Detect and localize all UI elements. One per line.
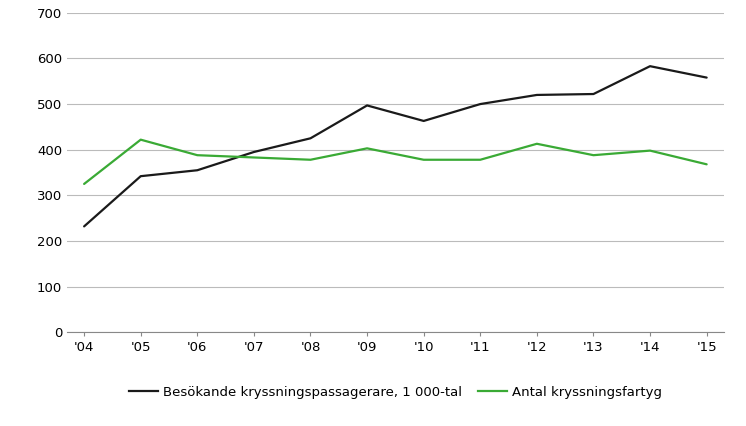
Legend: Besökande kryssningspassagerare, 1 000-tal, Antal kryssningsfartyg: Besökande kryssningspassagerare, 1 000-t… [123,380,668,404]
